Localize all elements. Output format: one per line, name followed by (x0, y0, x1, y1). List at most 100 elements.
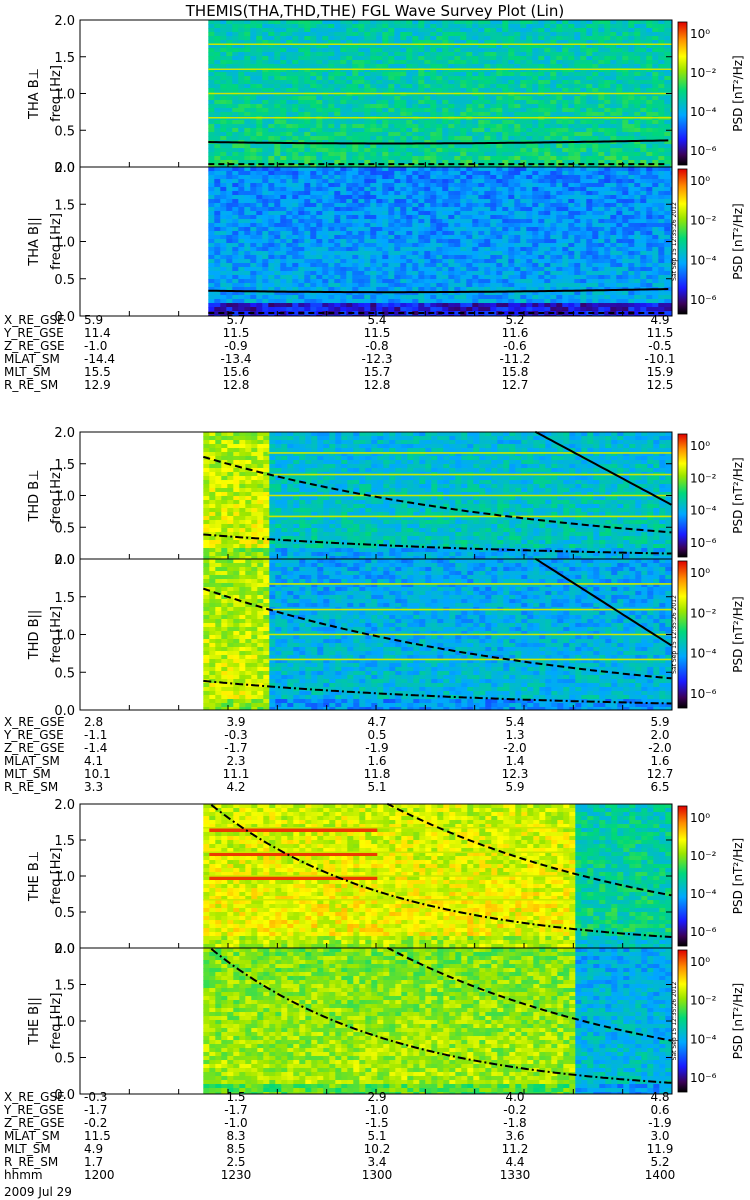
heatmap-cell (340, 295, 347, 300)
heatmap-cell (208, 164, 215, 168)
heatmap-cell (334, 267, 341, 272)
heatmap-cell (346, 223, 353, 228)
heatmap-cell (286, 239, 293, 244)
heatmap-cell (370, 195, 377, 200)
heatmap-cell (286, 132, 293, 137)
heatmap-cell (226, 96, 233, 101)
heatmap-cell (382, 263, 389, 268)
heatmap-cell (436, 36, 443, 41)
heatmap-cell (376, 187, 383, 192)
heatmap-cell (490, 52, 497, 57)
heatmap-cell (640, 76, 647, 81)
heatmap-cell (460, 68, 467, 73)
heatmap-cell (280, 52, 287, 57)
heatmap-cell (268, 80, 275, 85)
heatmap-cell (454, 32, 461, 37)
heatmap-cell (382, 20, 389, 25)
heatmap-cell (616, 148, 623, 153)
heatmap-cell (370, 167, 377, 172)
heatmap-cell (346, 108, 353, 113)
heatmap-cell (298, 156, 305, 161)
heatmap-cell (382, 303, 389, 308)
heatmap-cell (394, 279, 401, 284)
heatmap-cell (346, 160, 353, 165)
heatmap-cell (268, 227, 275, 232)
heatmap-cell (280, 231, 287, 236)
heatmap-cell (430, 291, 437, 296)
heatmap-cell (664, 104, 671, 109)
heatmap-cell (262, 88, 269, 93)
heatmap-cell (364, 183, 371, 188)
heatmap-cell (232, 60, 239, 65)
heatmap-cell (298, 247, 305, 252)
heatmap-cell (526, 271, 533, 276)
heatmap-cell (244, 32, 251, 37)
heatmap-cell (394, 60, 401, 65)
heatmap-cell (418, 120, 425, 125)
heatmap-cell (448, 44, 455, 49)
heatmap-cell (454, 120, 461, 125)
heatmap-cell (370, 295, 377, 300)
heatmap-cell (214, 124, 221, 129)
heatmap-cell (538, 164, 545, 168)
heatmap-cell (286, 227, 293, 232)
heatmap-cell (256, 112, 263, 117)
heatmap-cell (286, 231, 293, 236)
heatmap-cell (394, 287, 401, 292)
heatmap-cell (376, 76, 383, 81)
heatmap-cell (376, 251, 383, 256)
heatmap-cell (226, 48, 233, 53)
heatmap-cell (376, 120, 383, 125)
heatmap-cell (376, 84, 383, 89)
heatmap-cell (310, 175, 317, 180)
heatmap-cell (232, 303, 239, 308)
heatmap-cell (610, 152, 617, 157)
heatmap-cell (310, 112, 317, 117)
heatmap-cell (382, 44, 389, 49)
heatmap-cell (592, 28, 599, 33)
heatmap-cell (652, 28, 659, 33)
heatmap-cell (448, 223, 455, 228)
heatmap-cell (280, 227, 287, 232)
heatmap-cell (460, 167, 467, 172)
heatmap-cell (502, 136, 509, 141)
colorbar (677, 21, 688, 166)
heatmap-cell (238, 128, 245, 133)
heatmap-cell (442, 52, 449, 57)
heatmap-cell (280, 148, 287, 153)
heatmap-cell (430, 140, 437, 145)
heatmap-cell (370, 231, 377, 236)
heatmap-cell (508, 76, 515, 81)
heatmap-cell (346, 299, 353, 304)
heatmap-cell (490, 64, 497, 69)
heatmap-cell (262, 96, 269, 101)
heatmap-cell (400, 128, 407, 133)
heatmap-cell (310, 132, 317, 137)
heatmap-cell (346, 36, 353, 41)
heatmap-cell (220, 112, 227, 117)
heatmap-cell (238, 80, 245, 85)
heatmap-cell (652, 136, 659, 141)
heatmap-cell (460, 303, 467, 308)
heatmap-cell (616, 64, 623, 69)
heatmap-cell (490, 108, 497, 113)
heatmap-cell (382, 311, 389, 316)
heatmap-cell (562, 100, 569, 105)
heatmap-cell (430, 259, 437, 264)
heatmap-cell (646, 72, 653, 77)
heatmap-cell (652, 52, 659, 57)
heatmap-cell (400, 104, 407, 109)
heatmap-cell (430, 88, 437, 93)
heatmap-cell (448, 136, 455, 141)
heatmap-cell (610, 100, 617, 105)
heatmap-cell (364, 231, 371, 236)
heatmap-cell (334, 203, 341, 208)
heatmap-cell (418, 164, 425, 168)
heatmap-cell (484, 271, 491, 276)
heatmap-cell (448, 160, 455, 165)
heatmap-cell (358, 52, 365, 57)
heatmap-cell (466, 175, 473, 180)
heatmap-cell (292, 195, 299, 200)
heatmap-cell (592, 104, 599, 109)
heatmap-cell (508, 223, 515, 228)
